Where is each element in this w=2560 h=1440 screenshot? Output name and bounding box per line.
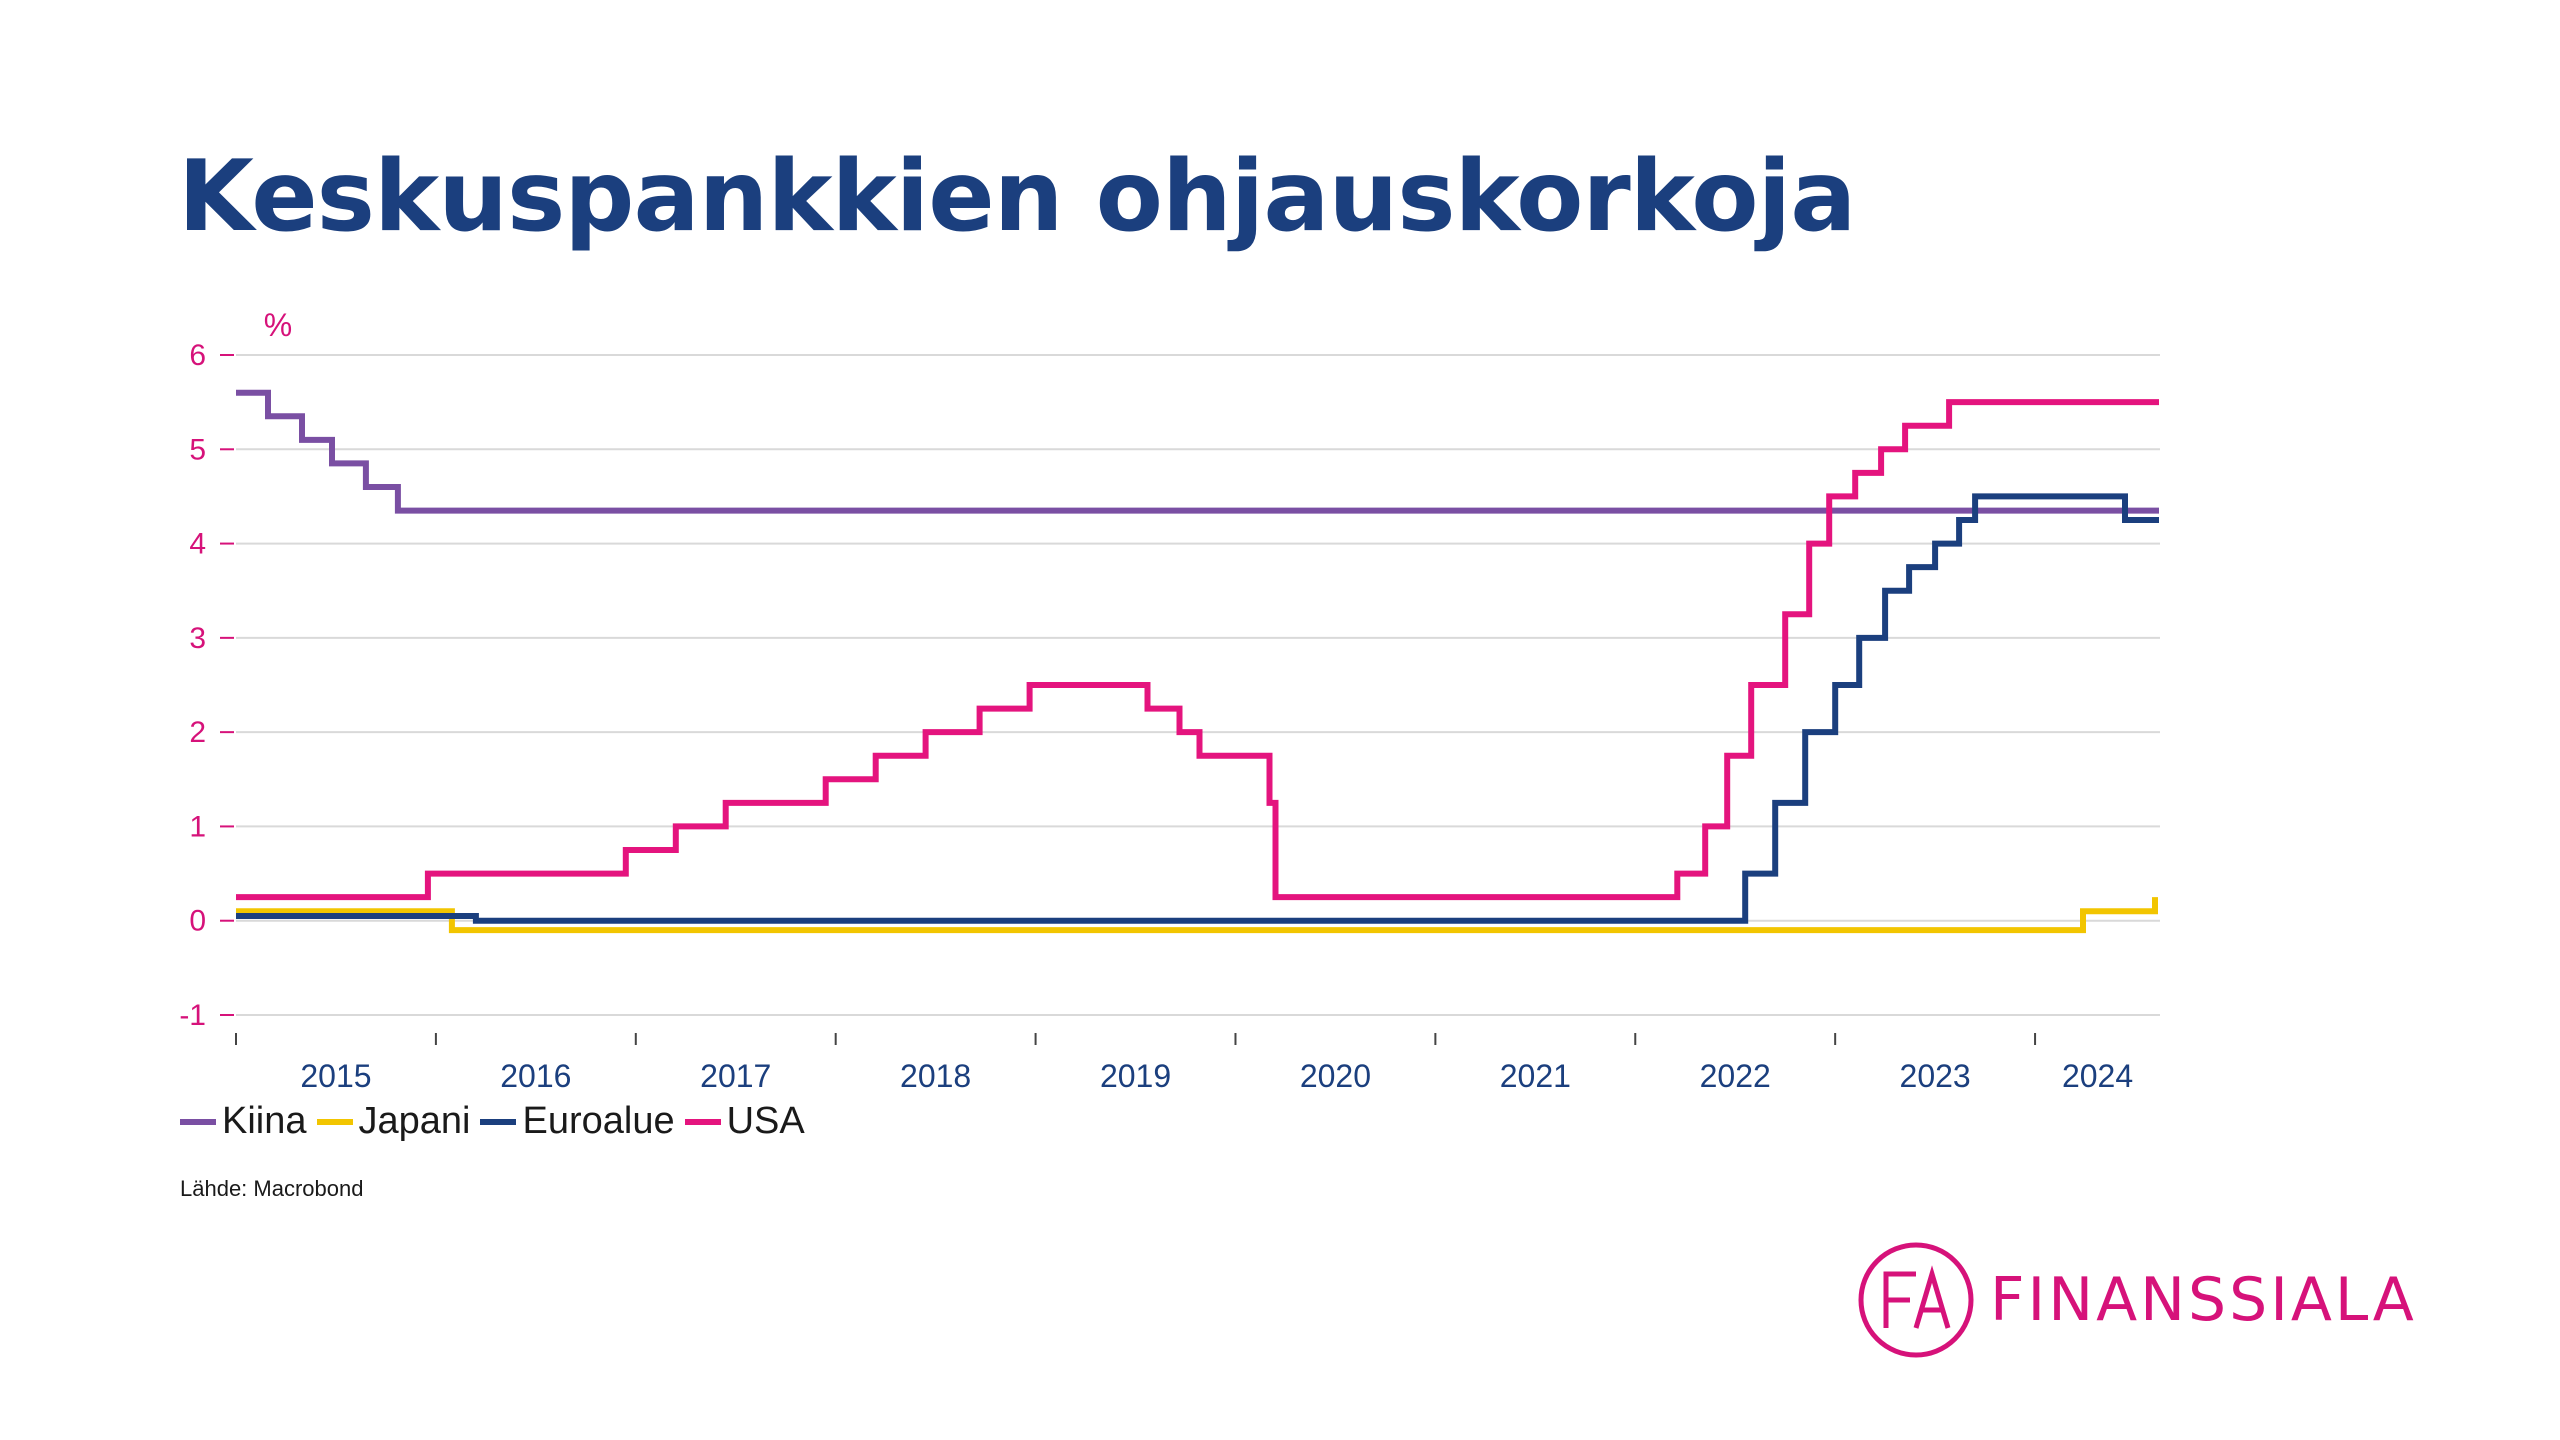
x-tick-label: 2023 (1900, 1058, 1971, 1094)
legend-swatch-euroalue (480, 1118, 517, 1125)
legend-label-japani: Japani (358, 1100, 471, 1142)
legend-swatch-usa (684, 1118, 721, 1125)
logo-wordmark: FINANSSIALA (1990, 1265, 2417, 1335)
y-tick-label: 6 (189, 339, 206, 372)
y-tick-label: 0 (189, 905, 206, 938)
legend-swatch-japani (316, 1118, 353, 1125)
x-tick-label: 2020 (1300, 1058, 1371, 1094)
series-line-japani (236, 897, 2158, 934)
source-note: Lähde: Macrobond (180, 1176, 364, 1201)
legend-label-euroalue: Euroalue (522, 1100, 675, 1142)
legend-label-usa: USA (726, 1100, 805, 1142)
y-tick-label: -1 (179, 999, 206, 1032)
x-tick-label: 2019 (1100, 1058, 1171, 1094)
x-tick-label: 2017 (700, 1058, 771, 1094)
y-tick-label: 4 (189, 528, 206, 561)
legend-item-kiina: Kiina (180, 1100, 307, 1143)
y-tick-label: 2 (189, 716, 206, 749)
x-tick-label: 2024 (2062, 1058, 2133, 1094)
finanssiala-logo: FINANSSIALA (1856, 1240, 2417, 1360)
fa-logo-icon (1858, 1242, 1974, 1358)
y-tick-label: 3 (189, 622, 206, 655)
x-tick-label: 2015 (300, 1058, 371, 1094)
x-tick-label: 2021 (1500, 1058, 1571, 1094)
series-line-usa (236, 399, 2159, 901)
legend-label-kiina: Kiina (222, 1100, 307, 1142)
x-tick-label: 2016 (500, 1058, 571, 1094)
y-tick-label: 5 (189, 433, 206, 466)
series-line-kiina (236, 389, 2159, 514)
legend-swatch-kiina (180, 1118, 216, 1125)
legend-item-euroalue: Euroalue (480, 1100, 675, 1143)
chart-legend: Kiina Japani Euroalue USA (180, 1100, 805, 1143)
y-tick-label: 1 (189, 810, 206, 843)
legend-item-usa: USA (684, 1100, 805, 1143)
x-tick-label: 2018 (900, 1058, 971, 1094)
y-axis-unit: % (264, 307, 292, 343)
page-title: Keskuspankkien ohjauskorkoja (178, 140, 1856, 254)
x-tick-label: 2022 (1700, 1058, 1771, 1094)
series-line-euroalue (236, 493, 2159, 924)
legend-item-japani: Japani (316, 1100, 471, 1143)
